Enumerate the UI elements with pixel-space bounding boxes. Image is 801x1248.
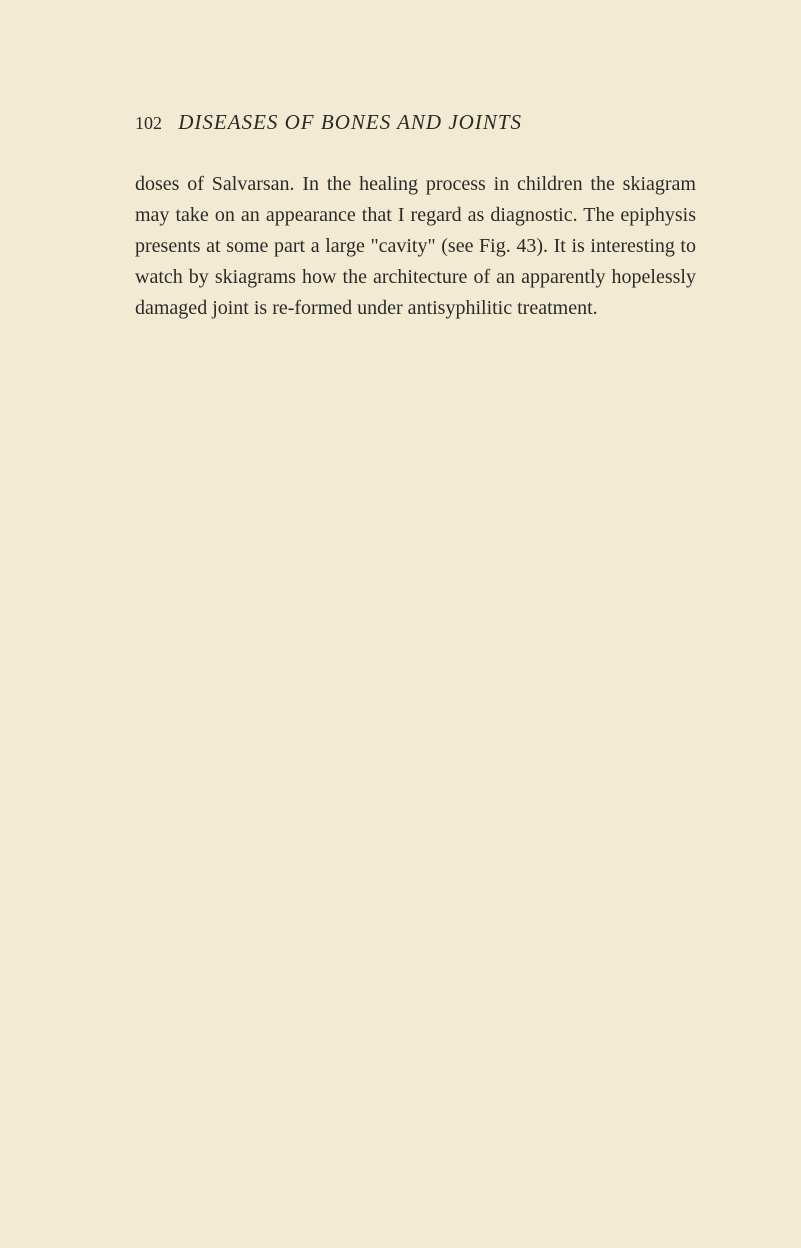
body-paragraph: doses of Salvarsan. In the healing proce…	[135, 169, 696, 324]
running-header: 102 DISEASES OF BONES AND JOINTS	[135, 110, 696, 135]
page-number: 102	[135, 113, 162, 133]
running-title: DISEASES OF BONES AND JOINTS	[178, 110, 522, 134]
